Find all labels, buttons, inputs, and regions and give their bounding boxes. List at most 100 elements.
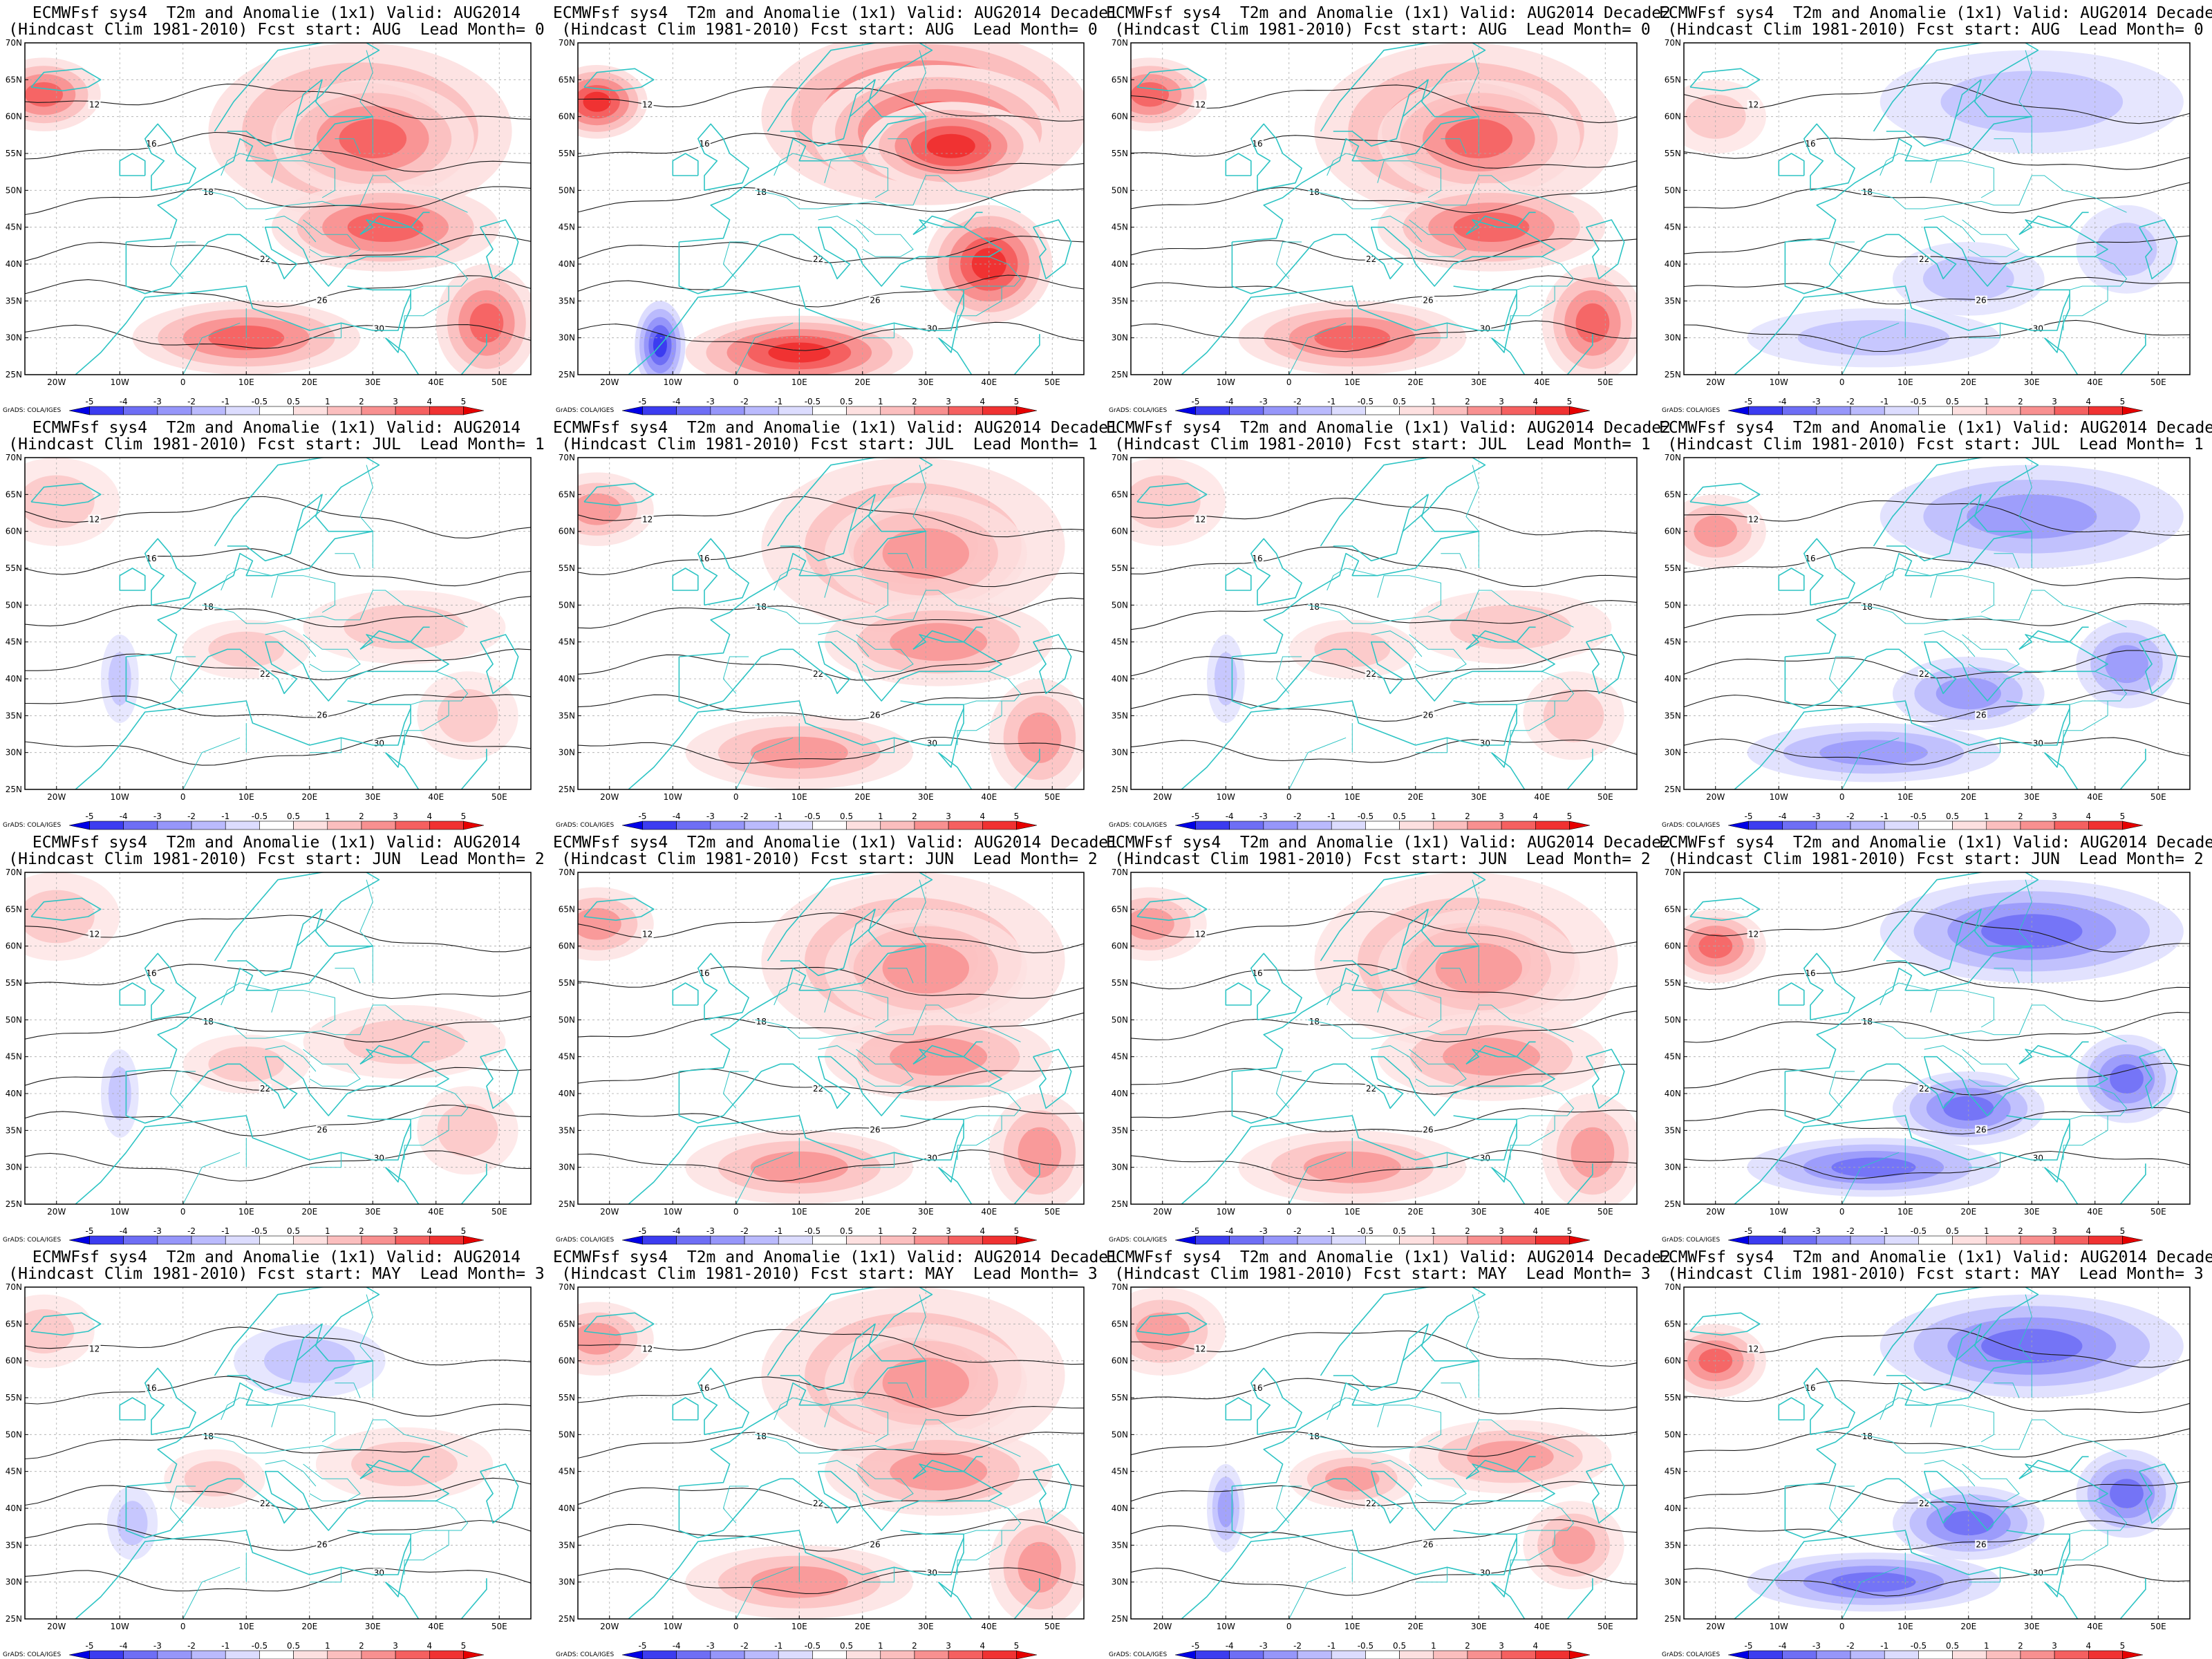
- coastline: [1136, 897, 1208, 921]
- latitude-label: 50N: [559, 600, 575, 610]
- grads-credit: GrADS: COLA/IGES: [556, 1237, 614, 1244]
- climatology-contour: [1684, 547, 2190, 586]
- country-border: [722, 1485, 749, 1524]
- coastline: [1320, 458, 1486, 562]
- country-border: [309, 1567, 341, 1583]
- country-border: [303, 1463, 361, 1501]
- longitude-label: 30E: [1471, 1207, 1487, 1217]
- latitude-label: 30N: [559, 748, 575, 758]
- longitude-label: 30E: [918, 1622, 934, 1631]
- colorbar-swatch: [2020, 1650, 2055, 1659]
- coastline: [214, 872, 380, 977]
- colorbar-swatch: [1884, 821, 1919, 830]
- longitude-label: 0: [1839, 792, 1845, 802]
- country-border: [265, 1460, 317, 1487]
- colorbar-swatch: [1331, 821, 1366, 830]
- colorbar-swatch: [225, 406, 260, 415]
- coastline: [385, 752, 430, 789]
- colorbar-swatch: [846, 821, 881, 830]
- latitude-label: 65N: [6, 75, 22, 84]
- panel-subtitle: (Hindcast Clim 1981-2010) Fcst start: AU…: [1667, 21, 2204, 39]
- longitude-label: 20W: [1706, 1622, 1725, 1631]
- latitude-label: 50N: [559, 1015, 575, 1024]
- warm-anomaly-area: [890, 623, 988, 662]
- colorbar-tick-label: -1: [221, 812, 229, 821]
- latitude-label: 60N: [6, 112, 22, 122]
- colorbar-swatch: [1297, 821, 1332, 830]
- country-border: [957, 286, 1002, 330]
- coastline: [125, 1463, 449, 1539]
- colorbar-tick-label: -0.5: [252, 1226, 268, 1236]
- country-border: [1327, 982, 1378, 1006]
- coastline: [1873, 1287, 2039, 1391]
- colorbar-tick-label: 0.5: [1393, 1641, 1406, 1651]
- panel-subtitle: (Hindcast Clim 1981-2010) Fcst start: JU…: [561, 435, 1098, 453]
- climatology-contour: [1131, 185, 1637, 214]
- coastline: [938, 1582, 983, 1619]
- anomaly-map: 12161822263070N65N60N55N50N45N40N35N30N2…: [3, 38, 532, 415]
- colorbar-swatch: [880, 406, 915, 415]
- contour-label: 12: [89, 1344, 100, 1354]
- latitude-label: 25N: [1112, 370, 1128, 379]
- warm-anomaly-area: [971, 247, 1006, 281]
- colorbar-swatch: [2020, 406, 2055, 415]
- coastline: [144, 1367, 196, 1436]
- colorbar-tick-label: -4: [1226, 812, 1234, 821]
- colorbar-swatch: [327, 1650, 362, 1659]
- country-border: [1275, 1485, 1302, 1524]
- latitude-label: 70N: [1112, 453, 1128, 462]
- colorbar-swatch: [361, 406, 396, 415]
- colorbar-swatch: [1433, 1235, 1468, 1245]
- climatology-contour: [25, 1067, 531, 1091]
- longitude-label: 30E: [365, 792, 381, 802]
- country-border: [410, 1500, 469, 1535]
- colorbar-tick-label: 3: [946, 812, 951, 821]
- coastline: [628, 285, 964, 375]
- longitude-label: 50E: [1597, 1207, 1613, 1217]
- coastline: [900, 285, 964, 353]
- colorbar-tick-label: -5: [1745, 1641, 1753, 1651]
- colorbar-tick-label: 5: [461, 1641, 467, 1651]
- coastline: [359, 1041, 430, 1065]
- coastline: [30, 482, 102, 507]
- colorbar-swatch: [68, 1650, 90, 1659]
- colorbar-swatch: [1297, 406, 1332, 415]
- coastline: [1033, 1049, 1072, 1109]
- latitude-label: 45N: [559, 637, 575, 647]
- coastline: [347, 1115, 411, 1183]
- latitude-label: 60N: [1665, 527, 1681, 536]
- colorbar-tick-label: 2: [359, 812, 364, 821]
- colorbar-swatch: [1229, 1235, 1264, 1245]
- colorbar-tick-label: 5: [1567, 1641, 1573, 1651]
- coastline: [1784, 1049, 2108, 1124]
- coastline: [583, 1312, 655, 1336]
- climatology-contour: [578, 1567, 1084, 1594]
- longitude-label: 10E: [238, 1622, 254, 1631]
- contour-label: 26: [317, 711, 327, 720]
- latitude-label: 65N: [1112, 75, 1128, 84]
- colorbar-swatch: [744, 1235, 779, 1245]
- colorbar-tick-label: 3: [1499, 1641, 1504, 1651]
- climatology-contour: [1684, 136, 2190, 170]
- climatology-contour: [1684, 319, 2190, 353]
- colorbar-tick-label: -5: [1192, 812, 1200, 821]
- longitude-label: 50E: [2150, 377, 2166, 387]
- colorbar-tick-label: 3: [1499, 812, 1504, 821]
- country-border: [735, 1152, 794, 1204]
- colorbar-swatch: [225, 1235, 260, 1245]
- grads-credit: GrADS: COLA/IGES: [1662, 1237, 1720, 1244]
- latitude-label: 50N: [1112, 600, 1128, 610]
- colorbar-tick-label: 2: [1465, 1226, 1470, 1236]
- contour-label: 22: [813, 254, 823, 264]
- climatology-contour: [578, 648, 1084, 681]
- colorbar-tick-label: -2: [1846, 812, 1855, 821]
- map-frame: [1130, 42, 1638, 375]
- colorbar-tick-label: 1: [1431, 1226, 1436, 1236]
- contour-label: 26: [870, 1125, 880, 1135]
- coastline: [767, 1287, 933, 1391]
- contour-label: 18: [1862, 1017, 1873, 1027]
- colorbar-swatch: [327, 821, 362, 830]
- colorbar-swatch: [1986, 821, 2021, 830]
- longitude-label: 10W: [1217, 792, 1235, 802]
- latitude-label: 50N: [6, 185, 22, 195]
